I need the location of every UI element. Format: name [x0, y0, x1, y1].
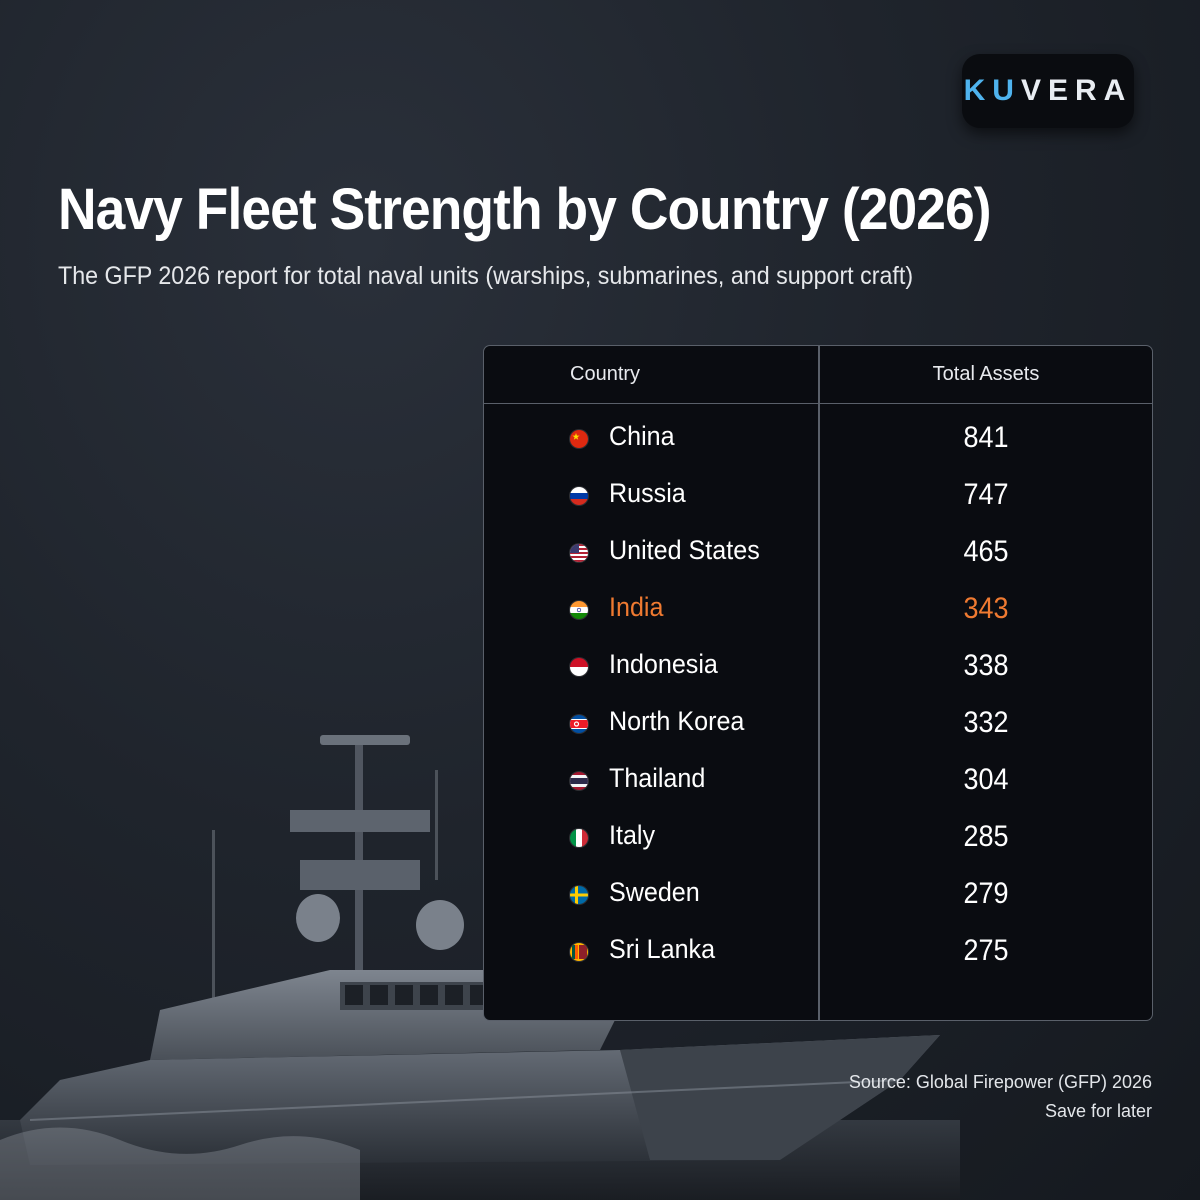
- total-assets-value: 279: [963, 877, 1009, 910]
- usa-flag-icon: [570, 544, 588, 562]
- kuvera-logo: KU VERA: [962, 54, 1134, 128]
- table-header: Country Total Assets: [484, 346, 1152, 404]
- italy-flag-icon: [570, 829, 588, 847]
- table-row: Thailand 304: [484, 746, 1152, 803]
- country-name: Russia: [609, 478, 686, 508]
- table-row: North Korea 332: [484, 689, 1152, 746]
- table-row: Indonesia 338: [484, 632, 1152, 689]
- total-assets-value: 304: [963, 763, 1009, 796]
- country-name: China: [609, 421, 675, 451]
- table-row: Sweden 279: [484, 860, 1152, 917]
- thailand-flag-icon: [570, 772, 588, 790]
- country-name: North Korea: [609, 706, 745, 736]
- total-assets-value: 747: [963, 478, 1009, 511]
- total-assets-value: 338: [963, 649, 1009, 682]
- country-name: Sweden: [609, 877, 700, 907]
- total-assets-value: 841: [963, 421, 1009, 454]
- country-name: Indonesia: [609, 649, 718, 679]
- total-assets-value: 285: [963, 820, 1009, 853]
- save-for-later-text: Save for later: [1044, 1101, 1152, 1121]
- page-title: Navy Fleet Strength by Country (2026): [58, 177, 992, 242]
- north-korea-flag-icon: [570, 715, 588, 733]
- table-row: Sri Lanka 275: [484, 917, 1152, 974]
- sri-lanka-flag-icon: [570, 943, 588, 961]
- country-name: United States: [609, 535, 760, 565]
- country-column-header: Country: [570, 363, 641, 385]
- russia-flag-icon: [570, 487, 588, 505]
- warship-illustration: [0, 735, 960, 1200]
- indonesia-flag-icon: [570, 658, 588, 676]
- india-flag-icon: [570, 601, 588, 619]
- total-assets-value: 275: [963, 934, 1009, 967]
- table-row: Russia 747: [484, 461, 1152, 518]
- country-name: Italy: [609, 820, 656, 850]
- country-name: India: [609, 592, 664, 622]
- china-flag-icon: [570, 430, 588, 448]
- logo-rest: VERA: [1020, 74, 1133, 107]
- total-assets-value: 343: [963, 592, 1009, 625]
- logo-prefix: KU: [963, 74, 1021, 107]
- table-row: China 841: [484, 404, 1152, 461]
- total-assets-value: 465: [963, 535, 1009, 568]
- fleet-table: Country Total Assets China 841 Russia 747 Un…: [483, 345, 1153, 1021]
- source-note: Source: Global Firepower (GFP) 2026: [848, 1072, 1152, 1092]
- country-name: Sri Lanka: [609, 934, 716, 964]
- table-row: Italy 285: [484, 803, 1152, 860]
- page-subtitle: The GFP 2026 report for total naval unit…: [58, 262, 914, 290]
- column-divider: [818, 346, 820, 1020]
- table-row: India 343: [484, 575, 1152, 632]
- total-assets-value: 332: [963, 706, 1009, 739]
- assets-column-header: Total Assets: [932, 363, 1040, 385]
- table-row: United States 465: [484, 518, 1152, 575]
- sweden-flag-icon: [570, 886, 588, 904]
- footer: Source: Global Firepower (GFP) 2026 Save…: [849, 1068, 1152, 1126]
- country-name: Thailand: [609, 763, 706, 793]
